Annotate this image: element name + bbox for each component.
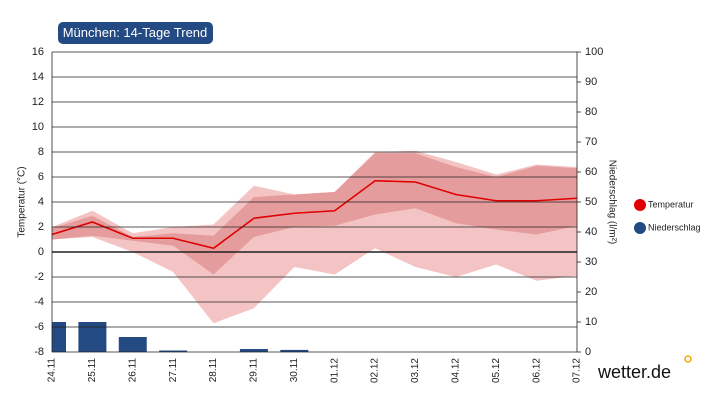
y-tick-label: -4 <box>34 296 44 308</box>
y-tick-label: -6 <box>34 321 44 333</box>
x-tick-label: 27.11 <box>168 358 179 383</box>
y2-tick-label: 100 <box>585 46 603 58</box>
y2-tick-label: 60 <box>585 166 597 178</box>
precipitation-bar <box>239 349 268 352</box>
precipitation-bar <box>52 322 66 352</box>
y-tick-label: -8 <box>34 346 44 358</box>
y-tick-label: 10 <box>32 121 44 133</box>
precipitation-bar <box>159 350 188 352</box>
precipitation-bar <box>118 337 147 352</box>
y-tick-label: 6 <box>38 171 44 183</box>
y2-tick-label: 70 <box>585 136 597 148</box>
y2-tick-label: 20 <box>585 286 597 298</box>
x-tick-label: 30.11 <box>289 358 300 383</box>
y-tick-label: 4 <box>38 196 44 208</box>
y2-tick-label: 0 <box>585 346 591 358</box>
brand: wetter.de <box>597 362 671 382</box>
brand-dot <box>684 355 692 363</box>
x-tick-label: 26.11 <box>127 358 138 383</box>
x-tick-label: 02.12 <box>370 358 381 383</box>
y2-tick-label: 90 <box>585 76 597 88</box>
x-tick-label: 28.11 <box>208 358 219 383</box>
y2-tick-label: 80 <box>585 106 597 118</box>
x-tick-label: 24.11 <box>47 358 58 383</box>
x-tick-label: 07.12 <box>572 358 583 383</box>
y-tick-label: 14 <box>32 71 44 83</box>
x-tick-label: 01.12 <box>329 358 340 383</box>
legend-marker <box>634 199 646 211</box>
y-tick-label: 8 <box>38 146 44 158</box>
y-axis-label: Temperatur (°C) <box>17 166 28 237</box>
y2-tick-label: 10 <box>585 316 597 328</box>
y2-tick-label: 40 <box>585 226 597 238</box>
y-tick-label: 16 <box>32 46 44 58</box>
y2-tick-label: 50 <box>585 196 597 208</box>
temperature-line <box>52 179 577 250</box>
temperature-band <box>52 153 577 275</box>
title-box <box>58 22 213 44</box>
x-tick-label: 05.12 <box>491 358 502 383</box>
x-tick-label: 03.12 <box>410 358 421 383</box>
y-tick-label: -2 <box>34 271 44 283</box>
y-tick-label: 2 <box>38 221 44 233</box>
precipitation-bar <box>280 349 309 352</box>
legend-label: Niederschlag <box>648 222 701 232</box>
chart-title: München: 14-Tage Trend <box>63 25 208 40</box>
x-tick-label: 25.11 <box>87 358 98 383</box>
x-tick-label: 06.12 <box>531 358 542 383</box>
y2-axis-label: Niederschlag (l/m²) <box>606 160 617 244</box>
y-tick-label: 12 <box>32 96 44 108</box>
legend-marker <box>634 222 646 234</box>
precipitation-bar <box>78 322 107 352</box>
y2-tick-label: 30 <box>585 256 597 268</box>
x-tick-label: 04.12 <box>450 358 461 383</box>
x-tick-label: 29.11 <box>249 358 260 383</box>
y-tick-label: 0 <box>38 246 44 258</box>
legend-label: Temperatur <box>648 199 694 209</box>
